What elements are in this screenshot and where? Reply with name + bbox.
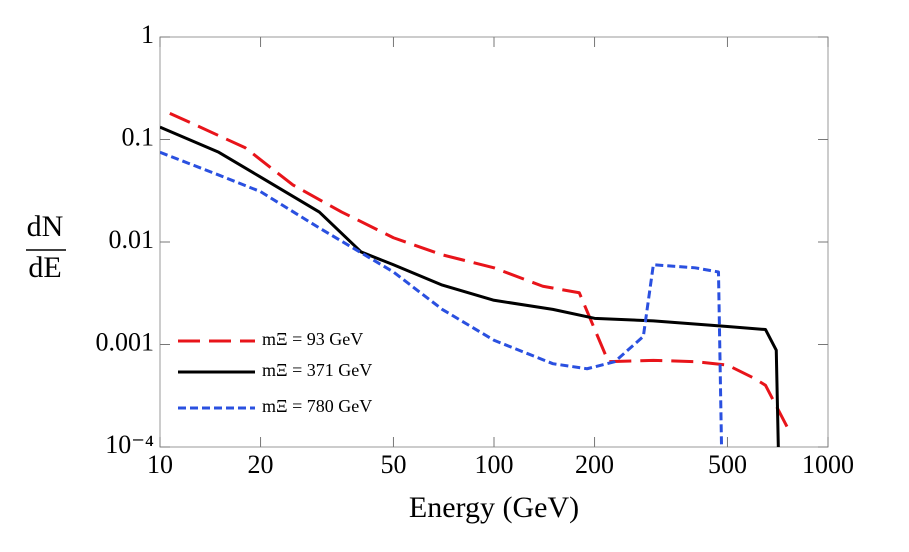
x-axis-label: Energy (GeV) [409,491,579,524]
x-tick-label: 50 [380,450,406,479]
y-tick-label: 0.01 [109,225,155,254]
series-line [169,111,790,430]
legend-label: mΞ = 93 GeV [262,329,363,349]
y-tick-label: 1 [141,20,154,49]
x-tick-label: 10 [147,450,173,479]
x-tick-label: 20 [248,450,274,479]
plot-frame [159,36,829,448]
y-axis-label-denominator: dE [28,251,61,284]
series-line [160,150,724,447]
y-tick-label: 0.001 [96,327,155,356]
x-tick-label: 1000 [802,450,854,479]
y-tick-label: 0.1 [122,122,155,151]
x-tick-label: 500 [708,450,747,479]
y-tick-label: 10⁻⁴ [105,430,154,459]
x-tick-label: 200 [575,450,614,479]
y-axis-label-numerator: dN [27,210,64,243]
legend-label: mΞ = 780 GeV [262,396,372,416]
legend-label: mΞ = 371 GeV [262,360,372,380]
series-line [160,125,780,447]
x-tick-label: 100 [475,450,514,479]
